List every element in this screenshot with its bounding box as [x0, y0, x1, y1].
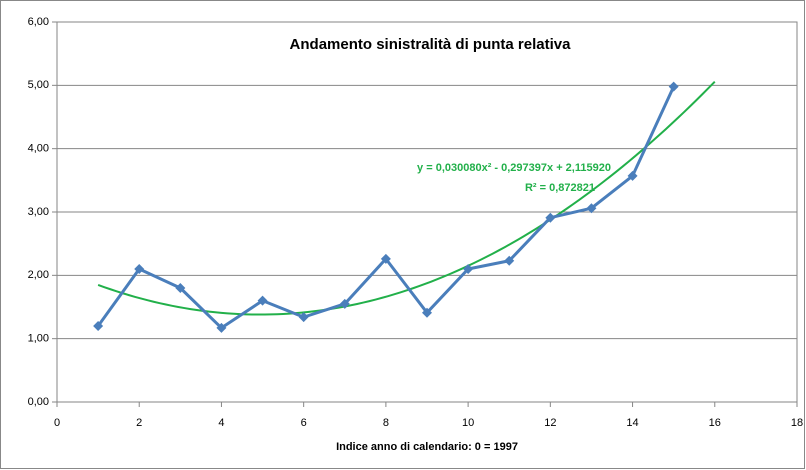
data-point: [463, 264, 474, 274]
y-tick-label: 0,00: [28, 396, 49, 408]
x-tick-label: 2: [136, 417, 142, 429]
data-point: [339, 298, 350, 309]
data-point: [175, 283, 186, 293]
x-tick-label: 16: [709, 417, 721, 429]
y-tick-label: 5,00: [28, 79, 49, 91]
data-point: [586, 203, 597, 214]
y-tick-label: 4,00: [28, 143, 49, 155]
trendline: [97, 80, 716, 316]
data-point: [298, 312, 309, 323]
trendline-r2: R² = 0,872821: [525, 182, 595, 194]
x-tick-label: 18: [791, 417, 803, 429]
data-point: [216, 322, 227, 333]
x-tick-label: 14: [626, 417, 638, 429]
x-tick-label: 6: [301, 417, 307, 429]
chart-title: Andamento sinistralità di punta relativa: [290, 36, 572, 53]
y-tick-label: 2,00: [28, 269, 49, 281]
y-tick-label: 1,00: [28, 333, 49, 345]
y-tick-label: 3,00: [28, 206, 49, 218]
trendline-equation: y = 0,030080x² - 0,297397x + 2,115920: [417, 162, 611, 174]
data-point: [504, 255, 515, 266]
data-point: [93, 321, 104, 331]
x-tick-label: 8: [383, 417, 389, 429]
data-point: [422, 307, 432, 318]
data-point: [134, 264, 145, 274]
data-point: [668, 81, 679, 92]
x-axis-title: Indice anno di calendario: 0 = 1997: [336, 441, 518, 453]
x-tick-label: 12: [544, 417, 556, 429]
x-tick-label: 10: [462, 417, 474, 429]
x-tick-label: 4: [218, 417, 224, 429]
data-point: [380, 253, 391, 264]
y-tick-label: 6,00: [28, 16, 49, 28]
data-point: [257, 295, 268, 306]
data-point: [545, 212, 556, 223]
data-point: [627, 170, 638, 181]
plot-border: [56, 21, 798, 403]
x-tick-label: 0: [54, 417, 60, 429]
